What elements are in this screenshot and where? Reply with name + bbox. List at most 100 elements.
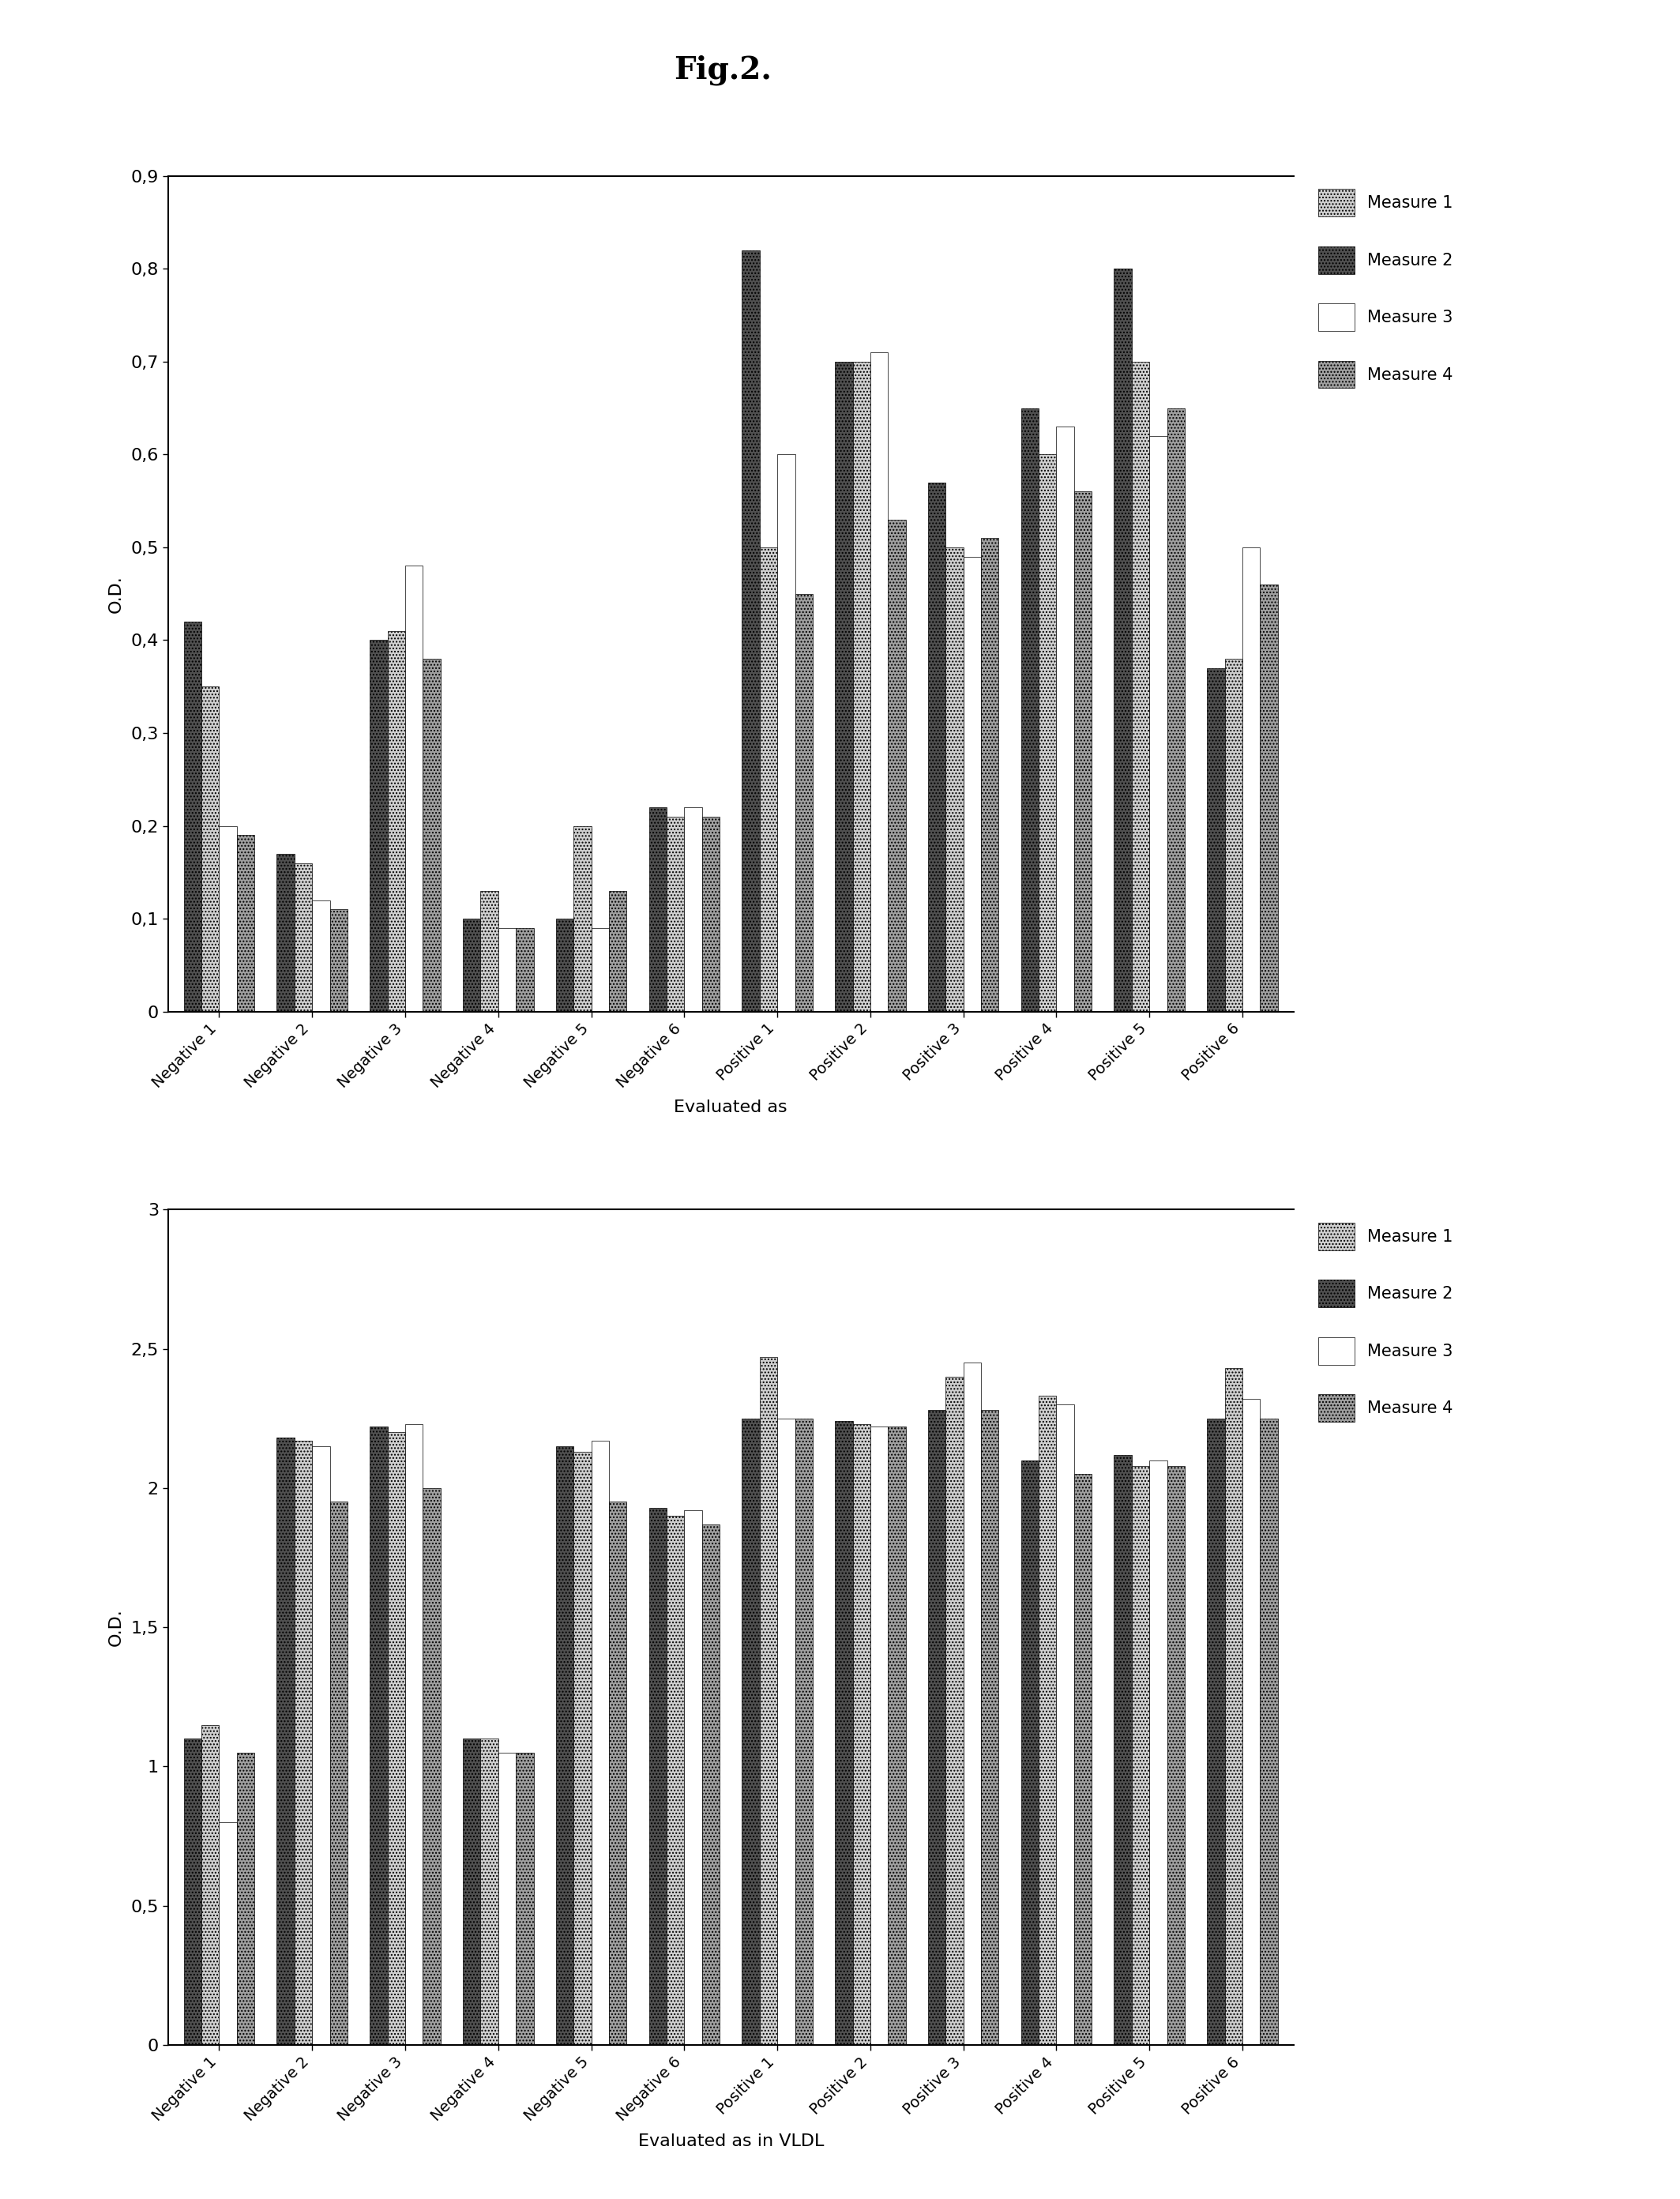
Bar	[1114, 1454, 1132, 2045]
Bar	[312, 1447, 329, 2045]
Bar	[499, 928, 516, 1012]
Bar	[667, 816, 684, 1012]
Bar	[277, 1438, 294, 2045]
Bar	[202, 1724, 218, 2045]
Bar	[608, 1502, 627, 2045]
Bar	[573, 1451, 591, 2045]
Bar	[591, 928, 608, 1012]
Bar	[835, 1421, 853, 2045]
Bar	[1038, 455, 1057, 1012]
Bar	[423, 660, 440, 1012]
Bar	[1168, 1467, 1184, 2045]
Bar	[556, 919, 573, 1012]
Bar	[702, 816, 719, 1012]
Bar	[667, 1515, 684, 2045]
Bar	[237, 1753, 254, 2045]
Bar	[795, 594, 813, 1012]
Bar	[1057, 1405, 1074, 2045]
Bar	[1208, 668, 1225, 1012]
Bar	[889, 1427, 906, 2045]
Text: Fig.2.: Fig.2.	[674, 55, 771, 86]
Bar	[1021, 1460, 1038, 2045]
X-axis label: Evaluated as in VLDL: Evaluated as in VLDL	[638, 2133, 823, 2148]
Bar	[237, 836, 254, 1012]
Bar	[981, 1410, 998, 2045]
Y-axis label: O.D.: O.D.	[108, 574, 124, 614]
Bar	[1132, 361, 1149, 1012]
Bar	[1021, 409, 1038, 1012]
Bar	[684, 1511, 702, 2045]
Bar	[684, 807, 702, 1012]
Bar	[464, 1739, 480, 2045]
Bar	[795, 1418, 813, 2045]
Bar	[743, 251, 759, 1012]
Bar	[370, 640, 388, 1012]
Bar	[218, 827, 237, 1012]
Bar	[870, 1427, 889, 2045]
Bar	[464, 919, 480, 1012]
Bar	[516, 1753, 534, 2045]
Bar	[218, 1823, 237, 2045]
Bar	[329, 910, 348, 1012]
Bar	[1038, 1396, 1057, 2045]
Bar	[183, 622, 202, 1012]
Bar	[648, 807, 667, 1012]
Bar	[294, 1440, 312, 2045]
Bar	[889, 519, 906, 1012]
Bar	[1057, 427, 1074, 1012]
Bar	[702, 1524, 719, 2045]
Bar	[1132, 1467, 1149, 2045]
Bar	[778, 455, 795, 1012]
Bar	[277, 853, 294, 1012]
Bar	[405, 1425, 423, 2045]
Bar	[743, 1418, 759, 2045]
Bar	[1074, 493, 1092, 1012]
X-axis label: Evaluated as: Evaluated as	[674, 1100, 788, 1115]
Bar	[1114, 268, 1132, 1012]
Bar	[870, 352, 889, 1012]
Bar	[423, 1489, 440, 2045]
Bar	[1149, 435, 1168, 1012]
Bar	[1074, 1473, 1092, 2045]
Bar	[946, 548, 963, 1012]
Bar	[312, 899, 329, 1012]
Bar	[963, 1363, 981, 2045]
Bar	[778, 1418, 795, 2045]
Bar	[1225, 1368, 1243, 2045]
Bar	[1260, 585, 1278, 1012]
Bar	[1168, 409, 1184, 1012]
Bar	[480, 1739, 499, 2045]
Bar	[927, 482, 946, 1012]
Bar	[853, 1425, 870, 2045]
Bar	[759, 548, 778, 1012]
Bar	[329, 1502, 348, 2045]
Bar	[927, 1410, 946, 2045]
Y-axis label: O.D.: O.D.	[108, 1607, 124, 1647]
Bar	[853, 361, 870, 1012]
Bar	[591, 1440, 608, 2045]
Bar	[648, 1509, 667, 2045]
Bar	[388, 631, 405, 1012]
Bar	[608, 891, 627, 1012]
Bar	[1243, 548, 1260, 1012]
Bar	[759, 1357, 778, 2045]
Bar	[1208, 1418, 1225, 2045]
Bar	[1149, 1460, 1168, 2045]
Bar	[499, 1753, 516, 2045]
Bar	[516, 928, 534, 1012]
Bar	[370, 1427, 388, 2045]
Bar	[835, 361, 853, 1012]
Bar	[294, 862, 312, 1012]
Bar	[405, 565, 423, 1012]
Bar	[981, 539, 998, 1012]
Bar	[1225, 660, 1243, 1012]
Bar	[1260, 1418, 1278, 2045]
Bar	[1243, 1399, 1260, 2045]
Bar	[388, 1432, 405, 2045]
Bar	[573, 827, 591, 1012]
Bar	[183, 1739, 202, 2045]
Bar	[202, 686, 218, 1012]
Bar	[946, 1377, 963, 2045]
Legend: Measure 1, Measure 2, Measure 3, Measure 4: Measure 1, Measure 2, Measure 3, Measure…	[1314, 185, 1458, 394]
Bar	[963, 556, 981, 1012]
